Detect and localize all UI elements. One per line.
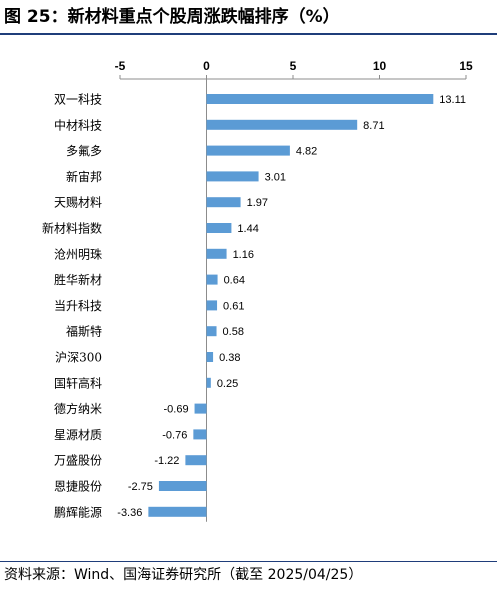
data-label: 0.58 <box>223 326 244 338</box>
data-label: 8.71 <box>363 120 384 132</box>
bar <box>206 94 434 104</box>
x-tick-label: 10 <box>373 59 387 73</box>
bar <box>158 481 207 491</box>
bar <box>206 197 241 208</box>
bar <box>206 352 214 362</box>
category-label: 沧州明珠 <box>54 246 102 261</box>
category-label: 德方纳米 <box>54 401 102 416</box>
bar <box>194 403 207 414</box>
category-label: 天赐材料 <box>54 196 102 210</box>
data-label: -0.76 <box>162 429 187 441</box>
bar <box>206 300 218 311</box>
category-label: 新宙邦 <box>66 169 102 184</box>
category-label: 双一科技 <box>54 93 102 107</box>
bar <box>193 429 207 440</box>
figure-title: 图 25：新材料重点个股周涨跌幅排序（%） <box>4 7 340 27</box>
data-label: 0.25 <box>217 378 238 390</box>
category-label: 当升科技 <box>54 299 102 313</box>
category-label: 国轩高科 <box>54 375 102 390</box>
data-label: 0.64 <box>224 275 245 287</box>
category-label: 恩捷股份 <box>54 480 102 494</box>
data-label: -1.22 <box>154 455 179 467</box>
data-label: 1.97 <box>247 197 268 209</box>
bar <box>206 223 232 233</box>
data-label: -3.36 <box>117 507 142 519</box>
category-label: 福斯特 <box>66 324 102 339</box>
data-label: 1.16 <box>233 249 254 261</box>
category-label: 万盛股份 <box>54 453 102 468</box>
bar <box>206 326 217 337</box>
data-label: 0.38 <box>219 352 240 364</box>
category-label: 星源材质 <box>54 428 102 442</box>
category-label: 新材料指数 <box>42 221 102 236</box>
bar <box>206 377 211 388</box>
data-label: 13.11 <box>439 94 466 106</box>
data-label: -0.69 <box>163 404 188 416</box>
x-tick-label: 5 <box>290 59 297 73</box>
category-label: 多氟多 <box>66 144 102 158</box>
x-tick-label: 0 <box>203 59 210 73</box>
category-label: 沪深300 <box>55 351 102 365</box>
data-label: 3.01 <box>265 171 286 183</box>
source-note: 资料来源：Wind、国海证券研究所（截至 2025/04/25） <box>4 567 363 583</box>
category-label: 中材科技 <box>54 117 102 132</box>
source-divider <box>0 561 497 562</box>
data-label: 4.82 <box>296 146 317 158</box>
title-divider <box>0 33 497 35</box>
bar <box>206 171 259 182</box>
bar <box>206 145 290 156</box>
x-tick-label: -5 <box>115 59 126 73</box>
bar <box>148 506 207 517</box>
category-label: 鹏辉能源 <box>54 505 102 519</box>
category-label: 胜华新材 <box>54 272 102 287</box>
data-label: 0.61 <box>223 300 244 312</box>
x-tick-label: 15 <box>459 59 473 73</box>
data-label: -2.75 <box>128 481 153 493</box>
bar-chart: -5 0 5 10 15 双一科技 13.11 中材科技 8.71 多氟多 4.82 新宙邦 3.01 天… <box>42 59 473 522</box>
bar <box>206 119 358 130</box>
bar <box>206 274 218 285</box>
bar <box>185 455 207 466</box>
data-label: 1.44 <box>237 223 258 235</box>
bar <box>206 248 227 259</box>
